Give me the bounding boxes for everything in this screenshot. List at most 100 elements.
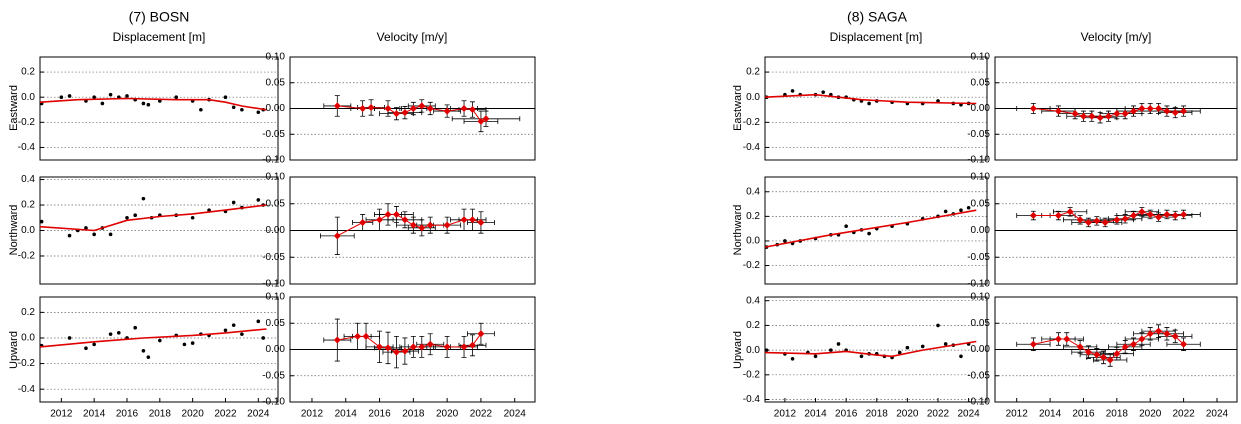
- y-tick-label: -0.4: [18, 142, 36, 153]
- data-point: [231, 200, 236, 205]
- velocity-point: [1029, 340, 1037, 348]
- data-point: [67, 94, 72, 98]
- velocity-point: [354, 332, 362, 340]
- velocity-point: [409, 343, 417, 351]
- velocity-point: [482, 115, 490, 123]
- velocity-point: [1113, 110, 1121, 118]
- fit-line: [39, 328, 267, 348]
- y-tick-label: -0.05: [967, 129, 990, 140]
- velocity-point: [333, 102, 341, 110]
- plot-frame: [994, 176, 1238, 285]
- velocity-point: [1130, 212, 1138, 220]
- velocity-point: [1163, 210, 1171, 218]
- data-point: [240, 332, 244, 336]
- y-tick-label: -0.2: [743, 369, 761, 380]
- velocity-point: [443, 107, 451, 115]
- x-tick-label: 2014: [1039, 409, 1062, 420]
- data-point: [256, 198, 261, 202]
- velocity-point: [1146, 210, 1154, 218]
- y-tick-label: -0.05: [262, 252, 285, 263]
- row-label: Northward: [8, 205, 20, 256]
- y-tick-label: 0.10: [266, 172, 286, 183]
- row-label: Eastward: [732, 85, 744, 131]
- velocity-point: [1130, 340, 1138, 348]
- plot-frame: [39, 56, 279, 161]
- y-tick-label: 0.4: [21, 174, 35, 185]
- velocity-point: [392, 210, 400, 218]
- velocity-point: [409, 221, 417, 229]
- y-tick-label: 0.0: [746, 92, 760, 103]
- x-tick-label: 2022: [214, 409, 237, 420]
- data-point: [182, 342, 187, 347]
- y-tick-label: 0.00: [266, 344, 286, 355]
- velocity-point: [460, 105, 468, 112]
- velocity-point: [359, 218, 367, 226]
- y-tick-label: -0.10: [967, 279, 990, 290]
- data-point: [231, 323, 236, 327]
- y-tick-label: 0.10: [266, 292, 286, 303]
- velocity-point: [443, 343, 451, 351]
- velocity-point: [1096, 114, 1104, 122]
- data-point: [943, 209, 948, 214]
- velocity-point: [1138, 208, 1146, 216]
- velocity-point: [1054, 212, 1062, 220]
- x-tick-label: 2014: [335, 409, 358, 420]
- x-tick-label: 2018: [402, 409, 425, 420]
- y-tick-label: 0.0: [21, 92, 35, 103]
- y-tick-label: -0.4: [743, 394, 761, 405]
- velocity-point: [1054, 335, 1062, 343]
- plot-frame: [764, 176, 988, 285]
- data-point: [256, 110, 261, 115]
- data-point: [92, 342, 96, 347]
- y-tick-label: -0.05: [262, 370, 285, 381]
- row-label: Upward: [8, 331, 20, 369]
- velocity-point: [376, 216, 384, 224]
- fit-line: [39, 97, 267, 111]
- y-tick-label: 0.4: [746, 295, 760, 306]
- data-point: [67, 336, 72, 340]
- x-tick-label: 2018: [866, 409, 889, 420]
- velocity-point: [443, 221, 451, 229]
- data-point: [84, 226, 88, 230]
- velocity-line: [1033, 108, 1184, 119]
- velocity-point: [460, 216, 468, 224]
- y-tick-label: -0.2: [18, 251, 36, 262]
- velocity-point: [418, 343, 426, 351]
- velocity-point: [333, 336, 341, 344]
- fit-line: [764, 209, 977, 248]
- velocity-point: [418, 102, 426, 110]
- station-title: (7) BOSN: [129, 9, 190, 25]
- data-point: [867, 231, 871, 236]
- velocity-point: [376, 343, 384, 351]
- velocity-point: [1054, 107, 1062, 115]
- data-point: [158, 338, 162, 343]
- velocity-point: [460, 343, 468, 351]
- velocity-point: [1155, 327, 1163, 335]
- velocity-point: [426, 105, 434, 112]
- data-point: [141, 101, 146, 106]
- data-point: [146, 102, 151, 107]
- plot-frame: [994, 56, 1238, 161]
- y-tick-label: 0.05: [971, 318, 991, 329]
- y-tick-label: 0.2: [21, 200, 35, 211]
- y-tick-label: -0.05: [967, 370, 990, 381]
- data-point: [116, 331, 121, 335]
- x-tick-label: 2020: [436, 409, 459, 420]
- fit-line: [764, 93, 977, 105]
- data-point: [836, 342, 841, 346]
- velocity-point: [1084, 218, 1092, 226]
- x-tick-label: 2022: [927, 409, 950, 420]
- y-tick-label: -0.4: [18, 384, 36, 395]
- x-tick-label: 2024: [247, 409, 270, 420]
- x-tick-label: 2018: [149, 409, 172, 420]
- velocity-point: [1171, 332, 1179, 340]
- velocity-point: [1171, 109, 1179, 117]
- x-tick-label: 2018: [1106, 409, 1129, 420]
- data-point: [821, 90, 825, 94]
- plot-frame: [764, 296, 988, 403]
- velocity-point: [1063, 335, 1071, 343]
- data-point: [897, 350, 902, 355]
- velocity-point: [1101, 218, 1109, 226]
- row-label: Northward: [732, 205, 744, 256]
- velocity-point: [1138, 105, 1146, 112]
